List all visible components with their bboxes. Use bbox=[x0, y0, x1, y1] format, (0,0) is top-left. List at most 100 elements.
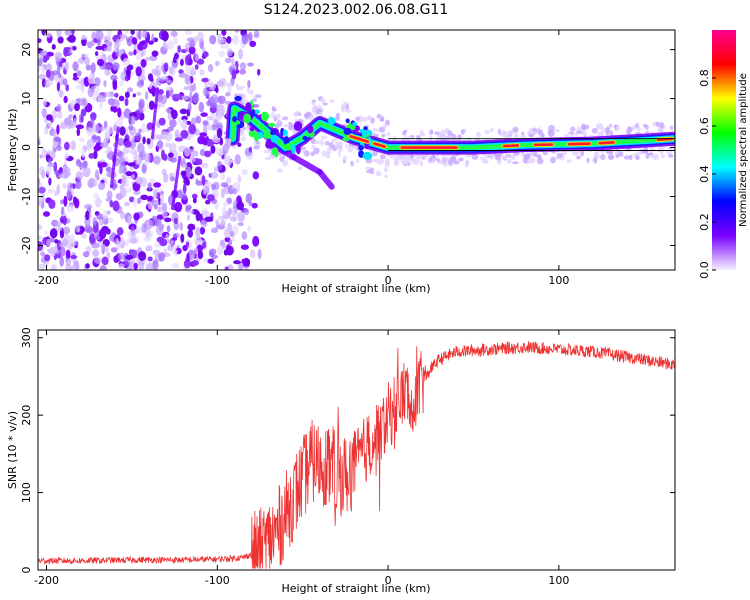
noise-speck bbox=[167, 40, 174, 51]
ridge-blob bbox=[260, 111, 269, 122]
noise-speck bbox=[183, 259, 192, 269]
noise-speck bbox=[126, 187, 133, 193]
y-tick-label: 100 bbox=[20, 482, 33, 503]
noise-speck bbox=[230, 208, 238, 217]
noise-speck bbox=[104, 68, 111, 76]
noise-speck bbox=[234, 154, 241, 165]
noise-speck bbox=[135, 156, 139, 165]
halo-speck bbox=[618, 151, 624, 157]
noise-speck bbox=[163, 248, 168, 254]
halo-speck bbox=[497, 128, 502, 135]
noise-speck bbox=[241, 231, 248, 240]
noise-speck bbox=[56, 30, 62, 38]
noise-speck bbox=[215, 61, 219, 67]
noise-speck bbox=[140, 79, 144, 86]
halo-speck bbox=[335, 112, 340, 118]
ridge-blob bbox=[263, 131, 273, 139]
noise-speck bbox=[172, 36, 179, 45]
noise-speck bbox=[160, 194, 164, 203]
noise-speck bbox=[241, 33, 248, 45]
noise-speck bbox=[135, 132, 142, 141]
noise-speck bbox=[224, 266, 229, 270]
halo-speck bbox=[506, 159, 512, 164]
noise-speck bbox=[133, 196, 137, 208]
noise-speck bbox=[81, 34, 86, 41]
noise-speck bbox=[75, 171, 84, 180]
noise-speck bbox=[201, 77, 209, 83]
noise-speck bbox=[185, 204, 192, 211]
noise-speck bbox=[236, 201, 245, 211]
noise-speck bbox=[74, 198, 80, 209]
noise-speck bbox=[131, 37, 138, 45]
noise-speck bbox=[110, 247, 118, 253]
noise-speck bbox=[51, 70, 59, 76]
halo-speck bbox=[645, 152, 650, 160]
noise-speck bbox=[225, 138, 232, 149]
noise-speck bbox=[100, 243, 106, 251]
halo-speck bbox=[401, 161, 408, 165]
halo-speck bbox=[541, 133, 545, 138]
halo-speck bbox=[484, 152, 489, 159]
noise-speck bbox=[245, 258, 251, 266]
halo-speck bbox=[442, 135, 448, 139]
noise-speck bbox=[241, 258, 246, 264]
noise-speck bbox=[146, 137, 151, 145]
noise-speck bbox=[174, 94, 183, 99]
noise-speck bbox=[118, 95, 125, 102]
noise-speck bbox=[207, 258, 215, 264]
noise-speck bbox=[138, 98, 145, 109]
halo-speck bbox=[600, 154, 606, 161]
noise-speck bbox=[245, 193, 253, 204]
noise-speck bbox=[122, 57, 130, 67]
halo-speck bbox=[293, 112, 298, 117]
halo-speck bbox=[438, 160, 443, 165]
noise-speck bbox=[120, 187, 127, 198]
halo-speck bbox=[413, 154, 420, 158]
noise-speck bbox=[227, 264, 234, 270]
noise-speck bbox=[65, 249, 71, 259]
noise-speck bbox=[181, 164, 188, 169]
noise-speck bbox=[189, 40, 196, 48]
noise-speck bbox=[152, 249, 161, 256]
halo-speck bbox=[330, 139, 335, 144]
noise-speck bbox=[58, 173, 64, 179]
noise-speck bbox=[206, 115, 214, 121]
noise-speck bbox=[136, 52, 141, 61]
noise-speck bbox=[153, 182, 162, 188]
noise-speck bbox=[103, 137, 109, 149]
noise-speck bbox=[38, 38, 42, 44]
noise-speck bbox=[58, 89, 64, 98]
noise-speck bbox=[106, 251, 111, 260]
noise-speck bbox=[196, 158, 203, 166]
noise-speck bbox=[149, 77, 154, 82]
halo-speck bbox=[246, 87, 251, 94]
halo-speck bbox=[249, 89, 254, 96]
ridge-blob bbox=[361, 129, 367, 137]
ridge-blob bbox=[265, 141, 273, 149]
halo-speck bbox=[372, 149, 378, 157]
noise-speck bbox=[66, 204, 75, 213]
noise-speck bbox=[145, 245, 153, 252]
side-branch-segment bbox=[291, 154, 323, 176]
noise-speck bbox=[105, 125, 114, 135]
noise-speck bbox=[57, 36, 64, 44]
noise-speck bbox=[170, 240, 175, 248]
noise-speck bbox=[106, 30, 112, 38]
halo-speck bbox=[576, 155, 581, 160]
noise-speck bbox=[133, 212, 140, 221]
noise-speck bbox=[239, 62, 247, 70]
noise-speck bbox=[42, 98, 47, 107]
noise-speck bbox=[185, 55, 189, 66]
noise-speck bbox=[232, 34, 240, 46]
halo-speck bbox=[635, 155, 640, 161]
noise-speck bbox=[106, 171, 113, 178]
noise-speck bbox=[112, 83, 118, 91]
noise-speck bbox=[226, 177, 232, 184]
halo-speck bbox=[416, 134, 421, 140]
noise-speck bbox=[107, 41, 113, 47]
noise-speck bbox=[202, 51, 209, 58]
ridge-blob bbox=[270, 129, 277, 136]
halo-speck bbox=[365, 166, 371, 170]
ridge-blob bbox=[234, 95, 242, 102]
halo-speck bbox=[311, 106, 316, 114]
